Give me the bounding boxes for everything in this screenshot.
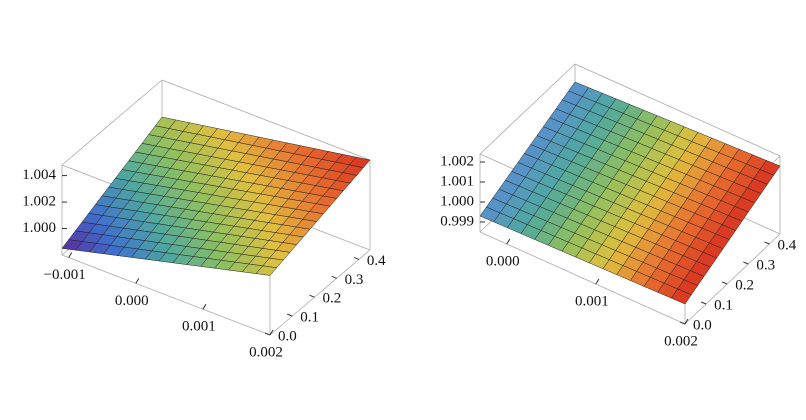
x-tick-label: 0.000 [115,293,149,309]
y-tick [722,281,728,285]
z-tick-label: 1.002 [22,193,56,209]
box-edge [479,231,686,325]
y-tick [700,301,707,305]
x-tick [684,318,689,325]
y-tick-label: 0.0 [693,317,712,333]
y-tick [331,275,337,279]
z-tick-label: 1.004 [22,167,56,183]
box-edge [269,249,371,336]
surface-patch [255,265,278,276]
x-tick-label: 0.002 [664,333,698,349]
x-tick [202,303,207,310]
y-tick [743,261,749,265]
box-edge [574,63,781,157]
z-tick-label: 0.999 [440,213,474,229]
box-edge [684,233,781,325]
y-tick-label: 0.2 [735,277,754,293]
box-edge [61,254,271,336]
y-tick [264,332,271,336]
y-tick-label: 0.3 [756,257,775,273]
x-tick-label: 0.002 [249,344,283,360]
y-tick [764,241,770,245]
box-edge [61,79,163,166]
x-tick-label: 0.001 [575,293,609,309]
x-tick [68,252,73,258]
y-tick [309,294,315,298]
box-edge [161,79,371,161]
z-tick-label: 1.000 [440,193,474,209]
y-tick [287,313,293,317]
z-tick-label: 1.002 [440,153,474,169]
z-tick-label: 1.000 [22,220,56,236]
y-tick-label: 0.4 [777,237,796,253]
y-tick-label: 0.1 [714,297,733,313]
y-tick [679,321,686,325]
y-tick-label: 0.3 [345,272,364,288]
surface-patch [670,288,692,305]
x-tick [506,238,511,245]
x-tick [135,278,140,284]
x-tick-label: 0.001 [182,319,216,335]
x-tick [595,278,600,285]
y-tick [353,256,360,260]
x-tick [269,329,274,336]
y-tick-label: 0.0 [278,328,297,344]
x-tick-label: −0.001 [44,267,86,283]
y-tick-label: 0.2 [322,291,341,307]
z-tick-label: 1.001 [440,173,474,189]
x-tick-label: 0.000 [486,253,520,269]
box-edge [479,63,576,155]
y-tick-label: 0.1 [300,310,319,326]
y-tick-label: 0.4 [367,253,386,269]
